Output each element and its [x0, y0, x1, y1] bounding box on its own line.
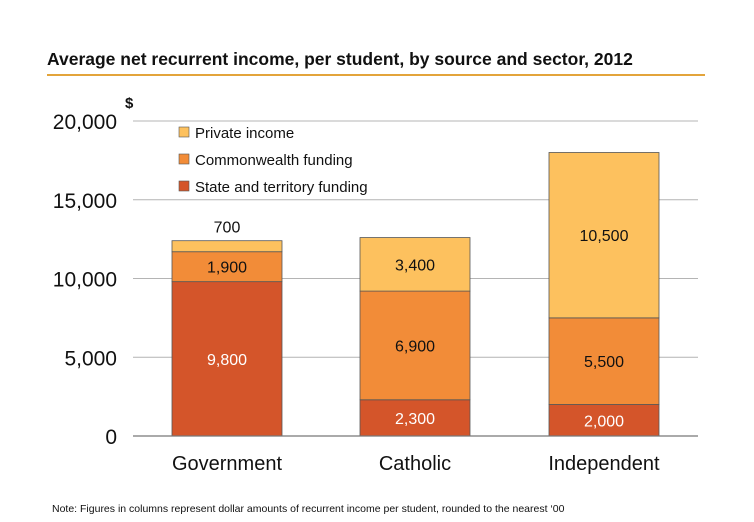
- data-label: 2,300: [395, 411, 435, 428]
- data-label: 3,400: [395, 257, 435, 274]
- chart-title: Average net recurrent income, per studen…: [47, 49, 633, 69]
- y-tick-label: 5,000: [64, 347, 117, 370]
- y-tick-label: 0: [105, 426, 117, 449]
- bar-segment: [548, 404, 660, 437]
- bar-segment: [548, 152, 660, 319]
- bar-segment: [548, 317, 660, 405]
- bar-segment: [359, 399, 471, 437]
- bar-segment: [171, 240, 283, 253]
- data-label: 9,800: [207, 352, 247, 369]
- legend-label: Private income: [195, 125, 294, 142]
- x-tick-label: Catholic: [379, 453, 451, 475]
- legend-swatch: [178, 180, 190, 192]
- footnote: Note: Figures in columns represent dolla…: [52, 503, 565, 515]
- y-tick-label: 15,000: [53, 190, 117, 213]
- bar-segment: [359, 237, 471, 292]
- data-label: 1,900: [207, 260, 247, 277]
- x-tick-label: Government: [172, 453, 282, 475]
- data-label: 700: [214, 220, 241, 237]
- legend-swatch: [178, 126, 190, 138]
- data-label: 2,000: [584, 413, 624, 430]
- y-axis-label: $: [125, 95, 134, 112]
- legend-label: State and territory funding: [195, 179, 368, 196]
- data-label: 5,500: [584, 354, 624, 371]
- y-tick-label: 20,000: [53, 111, 117, 134]
- bar-segment: [171, 251, 283, 283]
- legend-swatch: [178, 153, 190, 165]
- legend-label: Commonwealth funding: [195, 152, 353, 169]
- x-tick-label: Independent: [548, 453, 660, 475]
- data-label: 10,500: [580, 228, 629, 245]
- y-tick-label: 10,000: [53, 269, 117, 292]
- bar-segment: [359, 290, 471, 401]
- title-underline: [47, 74, 705, 76]
- data-label: 6,900: [395, 338, 435, 355]
